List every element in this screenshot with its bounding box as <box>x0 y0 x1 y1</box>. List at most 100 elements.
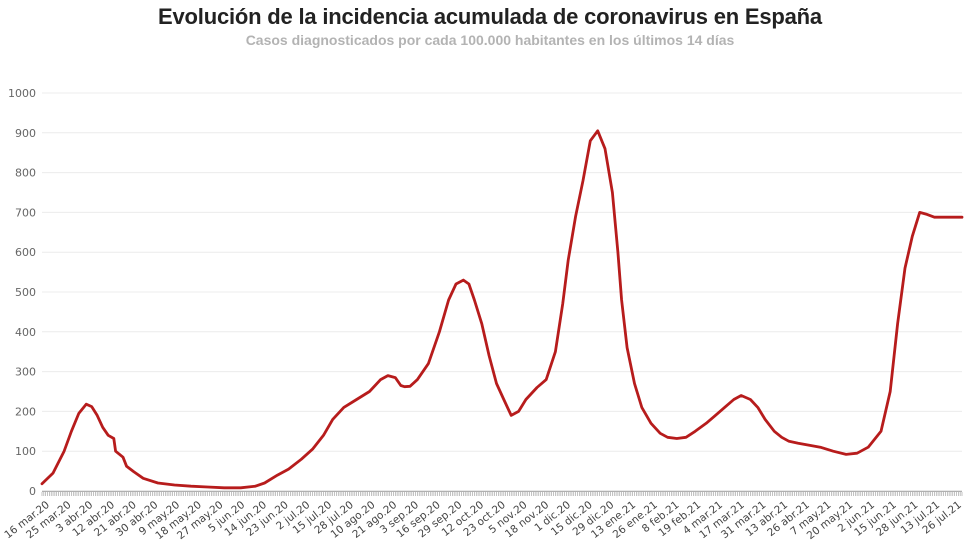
data-point <box>133 471 135 473</box>
data-point <box>948 216 950 218</box>
data-point <box>332 418 334 420</box>
data-point <box>856 452 858 454</box>
data-point <box>157 482 159 484</box>
data-point <box>525 398 527 400</box>
data-point <box>416 378 418 380</box>
data-point <box>554 351 556 353</box>
data-point <box>705 422 707 424</box>
data-point <box>394 376 396 378</box>
data-point <box>536 386 538 388</box>
data-point <box>409 385 411 387</box>
data-point <box>78 412 80 414</box>
data-point <box>685 436 687 438</box>
data-point <box>254 485 256 487</box>
data-point <box>562 303 564 305</box>
data-point <box>650 422 652 424</box>
data-point <box>819 446 821 448</box>
data-point <box>447 299 449 301</box>
data-point <box>832 450 834 452</box>
data-point <box>773 430 775 432</box>
data-point <box>400 384 402 386</box>
data-point <box>611 191 613 193</box>
data-point <box>633 382 635 384</box>
data-point <box>343 406 345 408</box>
data-point <box>276 474 278 476</box>
data-point <box>740 394 742 396</box>
data-point <box>904 267 906 269</box>
data-point <box>596 130 598 132</box>
data-point <box>797 442 799 444</box>
data-point <box>122 456 124 458</box>
data-point <box>714 414 716 416</box>
data-point <box>517 410 519 412</box>
data-point <box>142 477 144 479</box>
data-point <box>427 362 429 364</box>
data-point <box>70 430 72 432</box>
data-point <box>757 406 759 408</box>
data-point <box>102 426 104 428</box>
data-point <box>403 386 405 388</box>
data-point <box>114 450 116 452</box>
data-point <box>567 259 569 261</box>
data-point <box>240 487 242 489</box>
y-tick-label: 900 <box>15 127 36 140</box>
y-tick-label: 1000 <box>8 87 36 100</box>
chart-subtitle: Casos diagnosticados por cada 100.000 ha… <box>245 32 735 48</box>
data-point <box>96 414 98 416</box>
y-tick-label: 0 <box>29 485 36 498</box>
data-point <box>379 378 381 380</box>
data-point <box>896 323 898 325</box>
data-point <box>617 251 619 253</box>
y-tick-label: 500 <box>15 286 36 299</box>
data-point <box>368 390 370 392</box>
data-point <box>545 378 547 380</box>
data-point <box>510 414 512 416</box>
data-point <box>845 453 847 455</box>
data-point <box>107 434 109 436</box>
data-point <box>311 448 313 450</box>
y-tick-label: 200 <box>15 405 36 418</box>
data-point <box>190 485 192 487</box>
data-point <box>941 216 943 218</box>
data-point <box>867 446 869 448</box>
y-tick-label: 400 <box>15 326 36 339</box>
data-point <box>911 235 913 237</box>
data-point <box>788 440 790 442</box>
data-point <box>961 216 963 218</box>
data-point <box>620 299 622 301</box>
data-point <box>495 382 497 384</box>
data-point <box>287 468 289 470</box>
data-point <box>582 179 584 181</box>
data-point <box>723 406 725 408</box>
data-point <box>764 418 766 420</box>
data-point <box>641 406 643 408</box>
data-point <box>206 486 208 488</box>
y-tick-label: 700 <box>15 206 36 219</box>
data-point <box>438 331 440 333</box>
data-point <box>52 472 54 474</box>
chart-title: Evolución de la incidencia acumulada de … <box>158 4 822 29</box>
data-point <box>604 148 606 150</box>
data-point <box>481 323 483 325</box>
data-point <box>173 484 175 486</box>
y-tick-label: 100 <box>15 445 36 458</box>
data-point <box>880 430 882 432</box>
y-tick-label: 600 <box>15 246 36 259</box>
data-point <box>300 458 302 460</box>
data-point <box>503 398 505 400</box>
data-point <box>223 487 225 489</box>
data-point <box>113 437 115 439</box>
data-point <box>808 444 810 446</box>
data-point <box>455 283 457 285</box>
data-point <box>626 347 628 349</box>
data-point <box>933 216 935 218</box>
data-point <box>90 405 92 407</box>
data-point <box>355 398 357 400</box>
data-point <box>676 437 678 439</box>
series-line <box>40 129 964 490</box>
data-point <box>926 213 928 215</box>
data-point <box>666 436 668 438</box>
data-point <box>589 140 591 142</box>
